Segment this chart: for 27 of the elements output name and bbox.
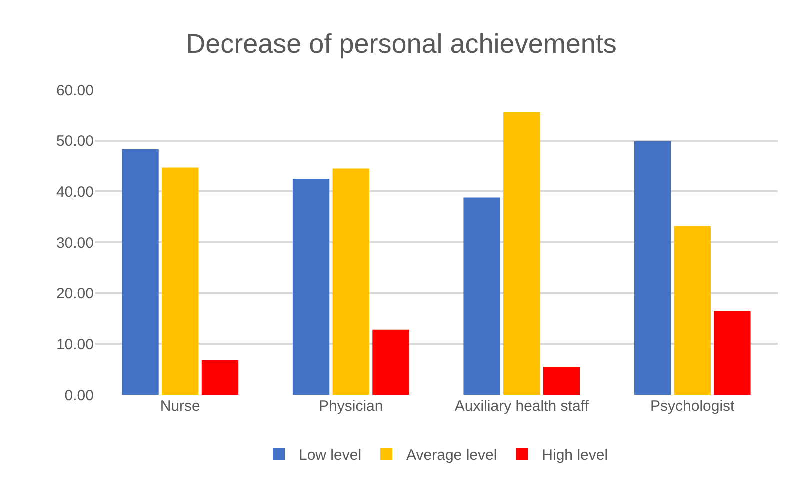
bar <box>332 168 370 395</box>
x-tick-label: Physician <box>319 398 384 415</box>
legend-label: Average level <box>406 446 498 464</box>
legend-label: Low level <box>299 446 362 464</box>
x-tick-label: Nurse <box>160 398 200 415</box>
bar <box>674 226 711 395</box>
y-tick-label: 60.00 <box>56 82 94 100</box>
bar <box>464 198 500 395</box>
x-tick-label: Auxiliary health staff <box>454 398 590 415</box>
bar <box>543 367 580 395</box>
bar <box>122 149 159 395</box>
chart-title: Decrease of personal achievements <box>186 29 617 60</box>
y-tick-label: 0.00 <box>64 387 94 404</box>
x-tick-label: Psychologist <box>650 398 736 415</box>
y-tick-label: 40.00 <box>56 184 94 201</box>
bar <box>714 311 751 395</box>
bar <box>162 168 199 395</box>
y-tick-label: 20.00 <box>56 286 94 303</box>
y-tick-label: 10.00 <box>56 336 94 354</box>
bar <box>634 141 672 395</box>
bar <box>292 178 330 395</box>
y-tick-label: 30.00 <box>56 234 94 252</box>
legend-label: High level <box>542 446 608 464</box>
bar <box>372 330 410 395</box>
bar <box>202 360 239 395</box>
y-tick-label: 50.00 <box>56 133 94 150</box>
bar <box>504 112 540 395</box>
